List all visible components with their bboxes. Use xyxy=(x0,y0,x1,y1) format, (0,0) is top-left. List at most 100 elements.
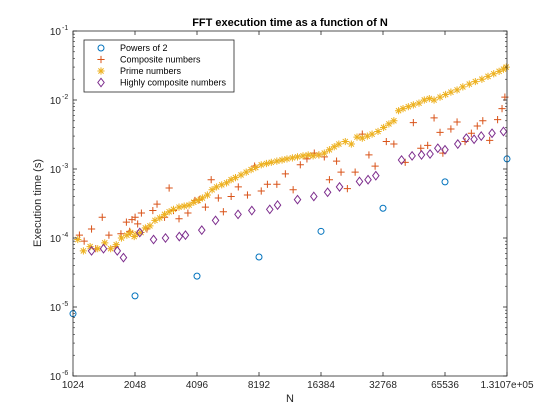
series-highly-composite-numbers xyxy=(87,126,508,263)
data-point xyxy=(394,107,403,115)
data-point xyxy=(234,183,242,191)
data-point xyxy=(107,245,115,253)
data-point xyxy=(441,178,449,186)
data-point xyxy=(486,136,494,144)
data-point xyxy=(358,134,366,142)
data-point xyxy=(252,163,260,172)
legend-marker xyxy=(97,77,105,88)
data-point xyxy=(165,184,173,192)
data-point xyxy=(117,234,126,242)
data-point xyxy=(122,218,130,226)
data-point xyxy=(257,161,265,169)
data-point xyxy=(325,146,334,154)
data-point xyxy=(390,117,398,125)
data-point xyxy=(465,80,473,88)
data-point xyxy=(385,120,393,128)
y-tick-label-exponent: -1 xyxy=(62,25,68,32)
data-point xyxy=(231,174,240,182)
data-point xyxy=(131,292,139,300)
y-tick-label-exponent: -5 xyxy=(62,301,68,308)
x-tick-label: 8192 xyxy=(248,380,271,391)
data-point xyxy=(390,140,398,148)
data-point xyxy=(87,245,96,256)
data-point xyxy=(409,119,417,127)
data-point xyxy=(498,105,506,113)
data-point xyxy=(86,243,94,251)
data-point xyxy=(273,180,281,188)
data-point xyxy=(343,184,351,193)
legend-label: Composite numbers xyxy=(120,55,201,65)
legend-marker xyxy=(97,67,105,75)
data-point xyxy=(447,125,455,133)
data-point xyxy=(479,117,487,125)
legend-label: Highly composite numbers xyxy=(120,78,227,88)
data-marks xyxy=(69,63,511,318)
data-point xyxy=(175,203,183,211)
legend-item-prime-numbers: Prime numbers xyxy=(97,66,182,76)
data-point xyxy=(409,101,417,109)
data-point xyxy=(130,232,138,241)
data-point xyxy=(197,225,206,236)
data-point xyxy=(425,94,433,103)
data-point xyxy=(347,140,355,148)
data-point xyxy=(494,115,502,124)
data-point xyxy=(184,209,192,217)
data-point xyxy=(267,158,275,166)
data-point xyxy=(131,213,139,221)
data-point xyxy=(299,152,307,160)
data-point xyxy=(408,150,416,161)
data-point xyxy=(379,204,387,212)
data-point xyxy=(190,198,198,206)
data-point xyxy=(462,133,471,144)
data-point xyxy=(296,161,304,169)
data-point xyxy=(374,127,382,136)
data-point xyxy=(222,179,231,187)
data-point xyxy=(335,181,344,192)
legend-label: Powers of 2 xyxy=(120,43,168,53)
data-point xyxy=(273,157,281,165)
data-point xyxy=(160,210,169,218)
axes: 1024 2048 4096 8192 16384 32768 65536 1.3107e+0… xyxy=(50,25,534,391)
data-point xyxy=(453,118,461,126)
data-point xyxy=(281,170,289,178)
data-point xyxy=(146,222,154,230)
data-point xyxy=(265,204,274,215)
data-point xyxy=(193,272,201,280)
data-point xyxy=(117,230,125,238)
data-point xyxy=(151,216,159,224)
data-point xyxy=(495,67,503,75)
y-tick-label: 10 xyxy=(50,165,62,176)
data-point xyxy=(484,72,492,80)
data-point xyxy=(211,215,220,226)
data-point xyxy=(467,129,475,137)
data-point xyxy=(180,202,188,210)
data-point xyxy=(98,213,106,221)
data-point xyxy=(335,140,343,148)
data-point xyxy=(137,228,145,237)
data-point xyxy=(380,123,388,132)
data-point xyxy=(364,174,372,185)
y-tick-label-exponent: -4 xyxy=(62,232,68,239)
data-point xyxy=(315,151,323,159)
data-point xyxy=(214,194,222,202)
data-point xyxy=(135,227,144,238)
data-point xyxy=(262,159,271,168)
x-tick-label: 65536 xyxy=(431,380,459,391)
data-point xyxy=(404,103,412,111)
data-point xyxy=(156,214,164,222)
data-point xyxy=(288,154,296,162)
data-point xyxy=(365,151,373,159)
data-point xyxy=(478,75,486,83)
data-point xyxy=(227,192,235,201)
data-point xyxy=(119,252,128,263)
data-point xyxy=(149,234,158,245)
data-point xyxy=(74,235,82,244)
data-point xyxy=(283,155,291,163)
data-point xyxy=(194,196,202,205)
legend-marker xyxy=(97,44,105,52)
data-point xyxy=(278,156,286,164)
data-point xyxy=(355,176,364,187)
